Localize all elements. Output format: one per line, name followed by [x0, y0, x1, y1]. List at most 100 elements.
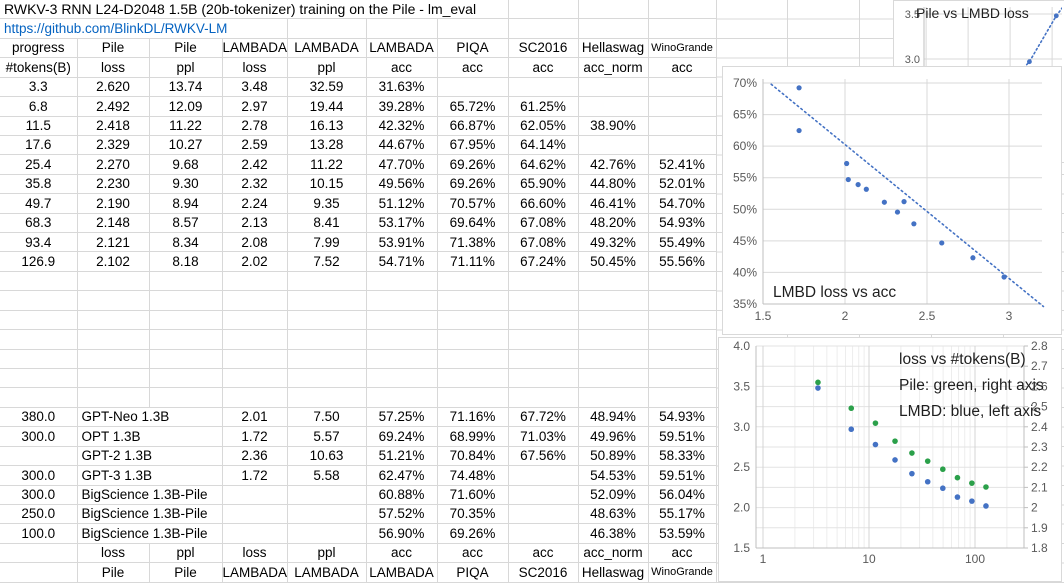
- cell[interactable]: [578, 310, 649, 331]
- data-cell[interactable]: 8.18: [149, 251, 223, 272]
- data-cell[interactable]: 50.45%: [578, 251, 649, 272]
- data-cell[interactable]: 44.67%: [366, 135, 438, 156]
- data-cell[interactable]: [648, 135, 717, 156]
- column-header[interactable]: loss: [222, 57, 288, 78]
- data-cell[interactable]: 57.25%: [366, 407, 438, 428]
- data-cell[interactable]: 67.08%: [508, 213, 579, 234]
- data-cell[interactable]: 12.09: [149, 96, 223, 117]
- chart-loss-vs-tokens[interactable]: 1.5 2.0 2.5 3.0 3.5 4.0 1.8 1.9 2 2.1 2.2 2.3 2.4 2.5…: [718, 337, 1062, 582]
- cell[interactable]: [437, 387, 509, 408]
- data-cell[interactable]: [508, 504, 579, 525]
- data-cell[interactable]: 10.15: [287, 174, 367, 195]
- cell[interactable]: [508, 18, 579, 39]
- cell[interactable]: [508, 0, 579, 20]
- data-cell[interactable]: 53.17%: [366, 213, 438, 234]
- data-cell[interactable]: [578, 96, 649, 117]
- data-cell[interactable]: 67.95%: [437, 135, 509, 156]
- cell[interactable]: [222, 329, 288, 350]
- data-cell[interactable]: 25.4: [0, 154, 78, 175]
- cell[interactable]: [648, 349, 717, 370]
- data-cell[interactable]: [578, 77, 649, 98]
- cell[interactable]: [648, 271, 717, 292]
- data-cell[interactable]: 74.48%: [437, 465, 509, 486]
- chart-lmbd-loss-vs-acc[interactable]: 35% 40% 45% 50% 55% 60% 65% 70% 1.5 2 2.5 3 LMBD los…: [722, 66, 1062, 335]
- column-footer[interactable]: WinoGrande: [648, 562, 717, 583]
- data-cell[interactable]: 19.44: [287, 96, 367, 117]
- data-cell[interactable]: 11.5: [0, 116, 78, 136]
- data-cell[interactable]: [648, 77, 717, 98]
- data-cell[interactable]: 68.99%: [437, 426, 509, 447]
- data-cell[interactable]: 2.01: [222, 407, 288, 428]
- column-header[interactable]: SC2016: [508, 38, 579, 59]
- cell[interactable]: [0, 310, 78, 331]
- data-cell[interactable]: 67.56%: [508, 446, 579, 467]
- data-cell[interactable]: 300.0: [0, 465, 78, 486]
- cell[interactable]: [648, 329, 717, 350]
- data-cell[interactable]: 51.21%: [366, 446, 438, 467]
- cell[interactable]: [508, 271, 579, 292]
- model-name-cell[interactable]: GPT-Neo 1.3B: [77, 407, 223, 428]
- data-cell[interactable]: 64.14%: [508, 135, 579, 156]
- cell[interactable]: [0, 290, 78, 311]
- cell[interactable]: [149, 368, 223, 389]
- cell[interactable]: [149, 271, 223, 292]
- data-cell[interactable]: 10.27: [149, 135, 223, 156]
- data-cell[interactable]: 71.03%: [508, 426, 579, 447]
- data-cell[interactable]: 52.09%: [578, 485, 649, 505]
- data-cell[interactable]: 2.97: [222, 96, 288, 117]
- data-cell[interactable]: 300.0: [0, 485, 78, 505]
- cell[interactable]: [508, 349, 579, 370]
- cell[interactable]: [222, 310, 288, 331]
- column-header[interactable]: acc_norm: [578, 57, 649, 78]
- cell[interactable]: [366, 387, 438, 408]
- data-cell[interactable]: 9.68: [149, 154, 223, 175]
- column-footer[interactable]: acc: [648, 543, 717, 564]
- data-cell[interactable]: [508, 465, 579, 486]
- data-cell[interactable]: 9.30: [149, 174, 223, 195]
- data-cell[interactable]: 56.04%: [648, 485, 717, 505]
- data-cell[interactable]: 126.9: [0, 251, 78, 272]
- column-header[interactable]: progress: [0, 38, 78, 59]
- data-cell[interactable]: 66.87%: [437, 116, 509, 136]
- cell[interactable]: [648, 387, 717, 408]
- data-cell[interactable]: 62.47%: [366, 465, 438, 486]
- data-cell[interactable]: 2.270: [77, 154, 150, 175]
- data-cell[interactable]: 100.0: [0, 523, 78, 544]
- data-cell[interactable]: 54.70%: [648, 193, 717, 214]
- data-cell[interactable]: 13.74: [149, 77, 223, 98]
- cell[interactable]: [222, 271, 288, 292]
- data-cell[interactable]: 48.63%: [578, 504, 649, 525]
- data-cell[interactable]: 65.90%: [508, 174, 579, 195]
- cell[interactable]: [0, 387, 78, 408]
- cell[interactable]: [437, 290, 509, 311]
- cell[interactable]: [437, 18, 509, 39]
- cell[interactable]: [578, 329, 649, 350]
- cell[interactable]: [77, 368, 150, 389]
- column-header[interactable]: ppl: [287, 57, 367, 78]
- data-cell[interactable]: 61.25%: [508, 96, 579, 117]
- data-cell[interactable]: 7.50: [287, 407, 367, 428]
- data-cell[interactable]: 2.102: [77, 251, 150, 272]
- data-cell[interactable]: 65.72%: [437, 96, 509, 117]
- cell[interactable]: [0, 271, 78, 292]
- data-cell[interactable]: 46.38%: [578, 523, 649, 544]
- model-name-cell[interactable]: GPT-2 1.3B: [77, 446, 223, 467]
- data-cell[interactable]: 6.8: [0, 96, 78, 117]
- data-cell[interactable]: 54.71%: [366, 251, 438, 272]
- cell[interactable]: [77, 387, 150, 408]
- column-header[interactable]: Pile: [149, 38, 223, 59]
- model-name-cell[interactable]: BigScience 1.3B-Pile: [77, 523, 223, 544]
- column-footer[interactable]: Pile: [149, 562, 223, 583]
- data-cell[interactable]: 2.08: [222, 232, 288, 253]
- column-header[interactable]: LAMBADA: [287, 38, 367, 59]
- data-cell[interactable]: 2.24: [222, 193, 288, 214]
- data-cell[interactable]: 39.28%: [366, 96, 438, 117]
- cell[interactable]: [437, 271, 509, 292]
- column-footer[interactable]: ppl: [149, 543, 223, 564]
- column-footer[interactable]: acc_norm: [578, 543, 649, 564]
- column-footer[interactable]: LAMBADA: [222, 562, 288, 583]
- data-cell[interactable]: 53.91%: [366, 232, 438, 253]
- data-cell[interactable]: 1.72: [222, 426, 288, 447]
- column-footer[interactable]: acc: [366, 543, 438, 564]
- column-footer[interactable]: LAMBADA: [366, 562, 438, 583]
